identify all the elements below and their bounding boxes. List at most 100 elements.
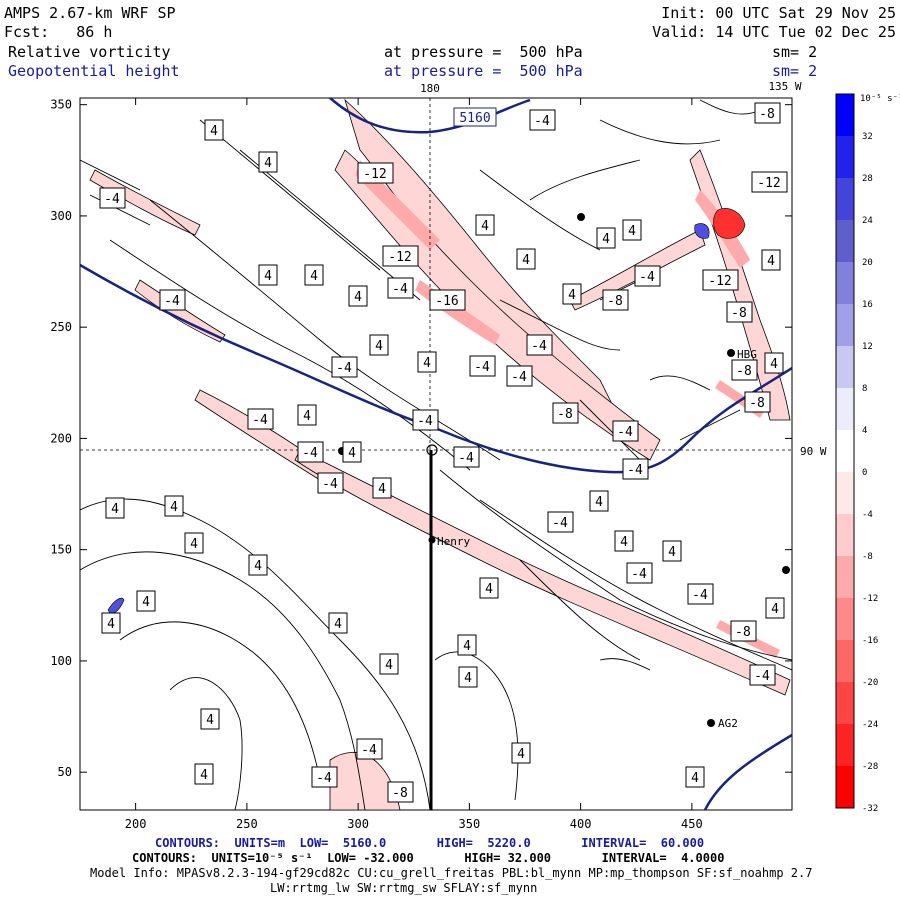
x-tick-label: 450 bbox=[681, 817, 703, 831]
colorbar-label: 32 bbox=[862, 132, 873, 142]
svg-text:4: 4 bbox=[378, 482, 386, 497]
svg-text:4: 4 bbox=[190, 537, 198, 552]
station-marker bbox=[707, 719, 715, 727]
contour-label: -4 bbox=[356, 738, 383, 760]
svg-text:-4: -4 bbox=[322, 477, 338, 492]
contour-label: 4 bbox=[248, 554, 268, 576]
station-marker bbox=[577, 213, 585, 221]
vort-positive bbox=[694, 223, 710, 239]
contour-label: 4 bbox=[596, 227, 616, 249]
colorbar-swatch bbox=[836, 136, 854, 178]
svg-text:-4: -4 bbox=[392, 282, 408, 297]
svg-text:-4: -4 bbox=[252, 413, 268, 428]
fcst-label: Fcst: bbox=[4, 23, 50, 41]
colorbar-swatch bbox=[836, 472, 854, 514]
svg-text:-12: -12 bbox=[708, 274, 731, 289]
colorbar-label: 12 bbox=[862, 342, 873, 352]
pole-marker bbox=[426, 444, 438, 456]
station-ag2: AG2 bbox=[718, 717, 738, 730]
contour-label: -8 bbox=[754, 102, 781, 124]
x-axis: 200 250 300 350 400 450 bbox=[125, 98, 703, 831]
colorbar-label: -20 bbox=[862, 678, 878, 688]
contour-label: 4 bbox=[200, 708, 220, 730]
svg-text:4: 4 bbox=[771, 602, 779, 617]
contour-label: -12 bbox=[357, 162, 394, 184]
svg-text:4: 4 bbox=[206, 713, 214, 728]
height-contours bbox=[80, 98, 792, 810]
svg-text:4: 4 bbox=[423, 356, 431, 371]
contour-label: -4 bbox=[526, 334, 553, 356]
colorbar-swatch bbox=[836, 178, 854, 220]
svg-text:4: 4 bbox=[385, 658, 393, 673]
vorticity-extreme bbox=[713, 208, 746, 239]
contour-label: -12 bbox=[751, 171, 788, 193]
svg-text:-4: -4 bbox=[164, 294, 180, 309]
contour-label: -4 bbox=[547, 511, 574, 533]
lat-90w-label: 90 W bbox=[800, 445, 827, 458]
station-henry: Henry bbox=[437, 535, 470, 548]
colorbar-swatch bbox=[836, 724, 854, 766]
svg-text:-4: -4 bbox=[302, 446, 318, 461]
vort-band bbox=[294, 449, 791, 696]
y-tick-label: 250 bbox=[50, 320, 72, 334]
positive-vorticity bbox=[107, 223, 710, 614]
svg-text:-8: -8 bbox=[749, 396, 765, 411]
colorbar-units: 10⁻⁵ s⁻¹ bbox=[860, 94, 900, 104]
contour-label: -4 bbox=[387, 277, 414, 299]
station-marker bbox=[782, 566, 790, 574]
field2-pressure: at pressure = 500 hPa bbox=[384, 62, 583, 80]
field1-pressure: at pressure = 500 hPa bbox=[384, 43, 583, 61]
svg-text:-4: -4 bbox=[458, 451, 474, 466]
field2-name: Geopotential height bbox=[8, 62, 180, 80]
x-tick-label: 400 bbox=[570, 817, 592, 831]
height-contour-info: CONTOURS: UNITS=m LOW= 5160.0 HIGH= 5220… bbox=[155, 836, 704, 850]
station-marker bbox=[428, 536, 436, 544]
model-info: Model Info: MPASv8.2.3-194-gf29cd82c CU:… bbox=[90, 866, 813, 880]
svg-text:4: 4 bbox=[464, 671, 472, 686]
svg-text:4: 4 bbox=[264, 269, 272, 284]
svg-text:4: 4 bbox=[375, 339, 383, 354]
contour-label: -12 bbox=[702, 269, 739, 291]
y-tick-label: 150 bbox=[50, 543, 72, 557]
contour-label: -4 bbox=[159, 289, 186, 311]
contour-label: 4 bbox=[328, 612, 348, 634]
model-title: AMPS 2.67-km WRF SP bbox=[4, 4, 176, 22]
svg-text:-4: -4 bbox=[692, 588, 708, 603]
contour-label: 4 bbox=[562, 283, 582, 305]
contour-label: 4 bbox=[372, 477, 392, 499]
svg-text:5160: 5160 bbox=[459, 111, 490, 126]
svg-text:-4: -4 bbox=[417, 414, 433, 429]
colorbar-label: 24 bbox=[862, 216, 873, 226]
valid-time: Valid: 14 UTC Tue 02 Dec 25 bbox=[652, 23, 896, 41]
contour-label: 4 bbox=[297, 404, 317, 426]
colorbar-swatch bbox=[836, 682, 854, 724]
x-tick-label: 350 bbox=[459, 817, 481, 831]
contour-label: -4 bbox=[469, 355, 496, 377]
contour-label: 4 bbox=[764, 352, 784, 374]
contour-label: -8 bbox=[731, 359, 758, 381]
contour-label: -16 bbox=[429, 289, 466, 311]
colorbar-label: -4 bbox=[862, 510, 873, 520]
svg-text:4: 4 bbox=[628, 224, 636, 239]
svg-text:-4: -4 bbox=[639, 270, 655, 285]
svg-text:-8: -8 bbox=[731, 306, 747, 321]
colorbar-swatch bbox=[836, 388, 854, 430]
contour-label: 4 bbox=[204, 119, 224, 141]
contour-label: -4 bbox=[626, 562, 653, 584]
svg-text:4: 4 bbox=[334, 617, 342, 632]
model-info-2: LW:rrtmg_lw SW:rrtmg_sw SFLAY:sf_mynn bbox=[270, 881, 538, 895]
colorbar-swatch bbox=[836, 514, 854, 556]
colorbar-label: -24 bbox=[862, 720, 878, 730]
colorbar-label: 4 bbox=[862, 426, 867, 436]
svg-text:-8: -8 bbox=[392, 786, 408, 801]
contour-label: 4 bbox=[765, 597, 785, 619]
colorbar-label: 16 bbox=[862, 300, 873, 310]
height-contour-high: HIGH= 5220.0 bbox=[436, 836, 531, 850]
contour-label: -8 bbox=[552, 402, 579, 424]
colorbar-label: -8 bbox=[862, 552, 873, 562]
svg-text:4: 4 bbox=[170, 500, 178, 515]
colorbar: 32 28 24 20 16 12 8 4 0 -4 -8 -12 -16 -20 -24 -28 -32 bbox=[835, 93, 878, 814]
colorbar-swatch bbox=[836, 220, 854, 262]
vorticity-contours bbox=[80, 99, 792, 810]
svg-text:-4: -4 bbox=[316, 771, 332, 786]
